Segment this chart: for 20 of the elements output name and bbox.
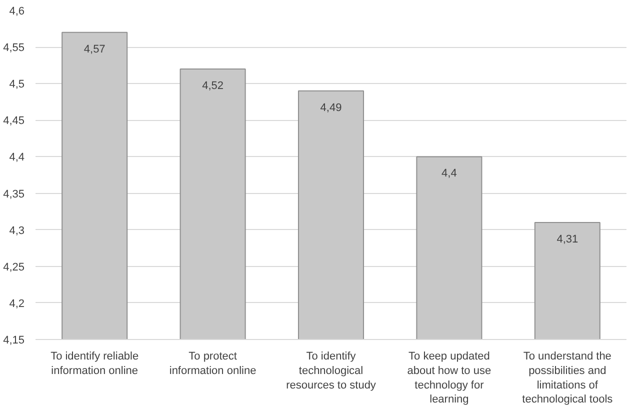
y-tick-label: 4,45 [3, 115, 25, 128]
data-label: 4,52 [202, 80, 224, 92]
y-tick-label: 4,55 [3, 42, 25, 54]
y-tick-label: 4,25 [3, 261, 25, 274]
x-tick-label: To protect information online [169, 350, 256, 377]
x-tick-label: To identify technological resources to study [286, 350, 376, 392]
data-label: 4,57 [84, 43, 106, 56]
data-label: 4,4 [442, 168, 457, 180]
y-tick-label: 4,2 [9, 298, 25, 310]
x-tick-label: To keep updated about how to use technology for learning [407, 350, 492, 406]
x-tick-label: To identify reliable information online [50, 350, 139, 377]
y-tick-label: 4,15 [3, 334, 25, 346]
y-tick-label: 4,5 [9, 78, 25, 91]
x-tick-label: To understand the possibilities and limitations of technological tools [522, 350, 614, 406]
y-tick-label: 4,35 [3, 188, 25, 200]
y-tick-label: 4,6 [9, 6, 25, 18]
y-tick-label: 4,3 [9, 224, 25, 237]
y-tick-label: 4,4 [9, 152, 25, 164]
data-label: 4,31 [556, 234, 578, 246]
data-label: 4,49 [320, 102, 342, 114]
